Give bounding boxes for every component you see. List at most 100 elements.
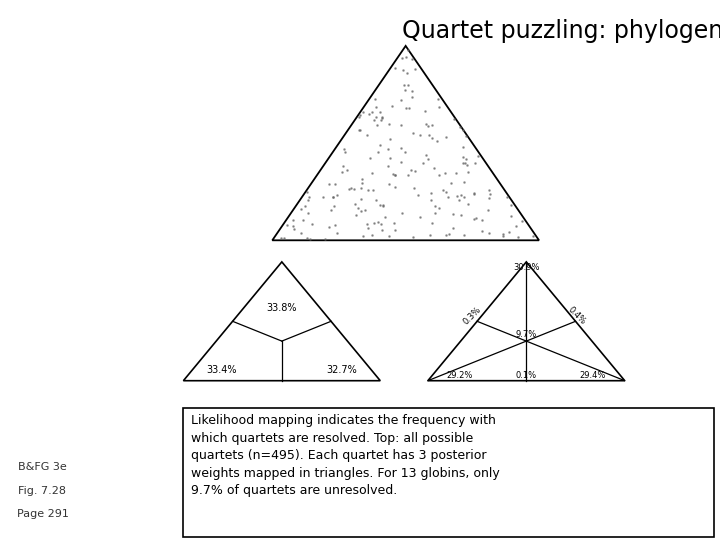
Point	[409, 65, 420, 74]
Point	[419, 107, 431, 116]
Point	[412, 191, 423, 199]
Point	[374, 201, 386, 210]
Text: Quartet puzzling: phylogeny by maximum likelihoo: Quartet puzzling: phylogeny by maximum l…	[402, 19, 720, 43]
Point	[457, 153, 469, 161]
Point	[400, 86, 411, 94]
Point	[458, 178, 469, 187]
Point	[406, 93, 418, 102]
Point	[401, 104, 413, 112]
Point	[372, 148, 384, 157]
Point	[389, 171, 400, 179]
Point	[396, 54, 408, 63]
Point	[403, 104, 415, 113]
Point	[459, 231, 470, 240]
Point	[420, 120, 432, 129]
Point	[353, 126, 364, 134]
Point	[441, 188, 452, 197]
Point	[447, 223, 459, 232]
Point	[372, 121, 383, 130]
Point	[354, 126, 366, 135]
Point	[369, 219, 380, 227]
Point	[370, 113, 382, 122]
Point	[357, 108, 369, 117]
Point	[327, 193, 338, 201]
Text: Page 291: Page 291	[17, 509, 68, 519]
Point	[389, 64, 400, 72]
Text: 30.9%: 30.9%	[513, 263, 539, 272]
Point	[450, 168, 462, 177]
Point	[359, 206, 371, 215]
Point	[420, 150, 432, 159]
Point	[357, 232, 369, 241]
Point	[440, 133, 451, 142]
Point	[408, 184, 420, 193]
Point	[459, 158, 471, 167]
Point	[288, 225, 300, 233]
Point	[498, 230, 509, 238]
Point	[307, 219, 318, 228]
Point	[383, 180, 395, 189]
Point	[305, 235, 316, 244]
Point	[282, 220, 293, 229]
Point	[449, 114, 460, 123]
Polygon shape	[428, 262, 625, 381]
FancyBboxPatch shape	[184, 408, 714, 537]
Point	[483, 193, 495, 202]
Point	[361, 219, 372, 228]
Point	[356, 184, 367, 192]
Point	[516, 217, 528, 225]
Point	[439, 168, 451, 177]
Point	[349, 200, 361, 208]
Point	[418, 159, 429, 167]
Point	[374, 108, 386, 117]
Point	[427, 134, 438, 143]
Point	[346, 184, 357, 192]
Point	[462, 200, 474, 208]
Point	[468, 188, 480, 197]
Point	[379, 213, 391, 222]
Point	[348, 185, 359, 194]
Point	[356, 207, 367, 215]
Text: 33.8%: 33.8%	[266, 303, 297, 313]
Point	[383, 120, 395, 129]
Point	[297, 216, 309, 225]
Point	[400, 148, 411, 157]
Point	[483, 185, 495, 194]
Point	[426, 121, 438, 130]
Point	[426, 196, 437, 205]
Point	[454, 123, 466, 131]
Point	[361, 131, 373, 139]
Point	[505, 212, 517, 220]
Point	[431, 136, 443, 145]
Point	[301, 233, 312, 242]
Polygon shape	[184, 262, 380, 381]
Point	[425, 188, 436, 197]
Text: 0.4%: 0.4%	[567, 305, 588, 327]
Point	[423, 131, 435, 140]
Polygon shape	[272, 46, 539, 240]
Point	[366, 168, 377, 177]
Point	[287, 221, 299, 230]
Point	[503, 228, 515, 237]
Point	[395, 96, 406, 104]
Point	[429, 209, 441, 218]
Point	[343, 184, 355, 193]
Point	[384, 153, 395, 162]
Point	[476, 227, 487, 235]
Point	[389, 183, 400, 192]
Point	[365, 153, 377, 162]
Point	[397, 66, 408, 75]
Text: 0.3%: 0.3%	[462, 305, 483, 327]
Point	[455, 191, 467, 200]
Text: 29.4%: 29.4%	[580, 371, 606, 380]
Point	[377, 201, 389, 210]
Point	[457, 159, 469, 167]
Point	[410, 167, 421, 176]
Point	[397, 209, 408, 218]
Point	[429, 201, 441, 210]
Point	[302, 208, 314, 217]
Point	[389, 171, 400, 180]
Point	[328, 202, 340, 211]
Point	[395, 144, 406, 152]
Point	[459, 192, 470, 201]
